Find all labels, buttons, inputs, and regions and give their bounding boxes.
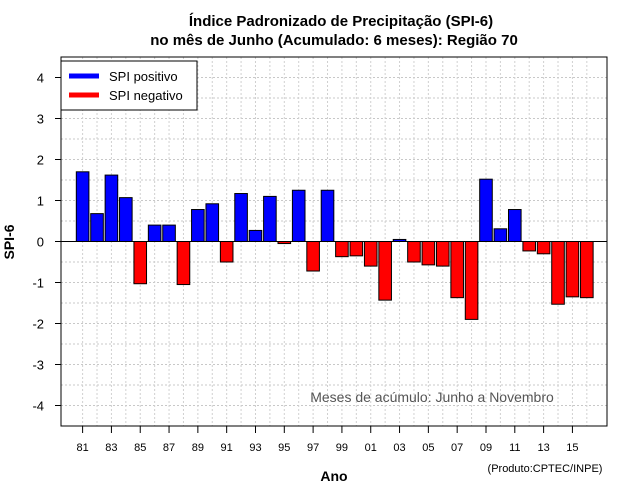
bar-2005 [421, 241, 436, 266]
x-tick-label: 87 [163, 442, 175, 454]
bar-2010 [493, 228, 508, 242]
x-tick-label: 05 [422, 442, 434, 454]
x-tick-label: 03 [393, 442, 405, 454]
bar-1999 [335, 241, 349, 258]
bar-1982 [90, 213, 104, 242]
x-tick-label: 93 [249, 442, 261, 454]
bar-2001 [363, 241, 378, 267]
bar-1994 [263, 195, 277, 242]
x-tick-label: 07 [451, 442, 463, 454]
y-tick-label: -3 [32, 358, 44, 373]
x-tick-label: 95 [278, 442, 290, 454]
y-tick-label: 3 [37, 112, 44, 127]
x-axis-label: Ano [320, 468, 347, 484]
chart-title: Índice Padronizado de Precipitação (SPI-… [189, 13, 493, 30]
bar-1992 [234, 193, 248, 242]
bars [75, 171, 594, 320]
x-tick-label: 09 [480, 442, 492, 454]
bar-2015 [565, 241, 580, 298]
y-axis-label: SPI-6 [1, 224, 17, 259]
bar-1987 [162, 224, 176, 243]
y-tick-label: 4 [37, 71, 44, 86]
bar-2011 [507, 209, 522, 243]
y-tick-label: 0 [37, 235, 44, 250]
bar-2013 [536, 241, 551, 255]
bar-2012 [522, 241, 537, 252]
bar-1989 [191, 209, 205, 243]
x-tick-label: 89 [192, 442, 204, 454]
bar-1986 [147, 224, 162, 243]
bar-2008 [464, 241, 479, 320]
bar-2002 [378, 241, 392, 301]
x-tick-label: 15 [566, 442, 578, 454]
x-tick-label: 01 [365, 442, 377, 454]
annotation: Meses de acúmulo: Junho a Novembro [310, 389, 554, 405]
legend-box [60, 60, 198, 111]
bar-1981 [75, 171, 90, 242]
credit: (Produto:CPTEC/INPE) [488, 463, 603, 475]
bar-2000 [349, 241, 364, 257]
bar-1983 [104, 174, 119, 242]
y-tick-label: 2 [37, 153, 44, 168]
bar-2009 [479, 178, 493, 242]
x-tick-label: 97 [307, 442, 319, 454]
bar-1988 [176, 241, 191, 286]
legend-label-positive: SPI positivo [109, 69, 178, 84]
bar-2004 [407, 241, 421, 263]
bar-1993 [248, 229, 263, 242]
legend-label-negative: SPI negativo [109, 88, 183, 103]
y-axis-ticks: -4 -3 -2 -1 0 1 2 3 4 [32, 71, 61, 414]
bar-1990 [205, 203, 220, 242]
bar-2016 [580, 241, 594, 299]
legend: SPI positivo SPI negativo [60, 60, 198, 111]
x-tick-label: 91 [221, 442, 233, 454]
y-tick-label: -2 [32, 317, 44, 332]
x-tick-label: 99 [336, 442, 348, 454]
y-tick-label: -1 [32, 276, 44, 291]
x-tick-label: 13 [537, 442, 549, 454]
bar-2007 [450, 241, 464, 299]
y-tick-label: -4 [32, 399, 44, 414]
y-tick-label: 1 [37, 194, 44, 209]
x-tick-label: 81 [76, 442, 88, 454]
bar-1998 [320, 189, 335, 242]
bar-1997 [306, 241, 320, 272]
bar-1996 [291, 189, 306, 242]
bar-1985 [133, 241, 148, 285]
x-tick-label: 85 [134, 442, 146, 454]
x-tick-label: 83 [105, 442, 117, 454]
x-tick-label: 11 [509, 442, 520, 454]
bar-1984 [119, 197, 133, 243]
chart-subtitle: no mês de Junho (Acumulado: 6 meses): Re… [150, 32, 518, 49]
bar-2014 [551, 241, 565, 305]
bar-2006 [435, 241, 450, 267]
x-axis-ticks: 81 83 85 87 89 91 93 95 97 99 01 03 05 07 09 11 13 15 [76, 426, 579, 454]
bar-1991 [219, 241, 234, 263]
